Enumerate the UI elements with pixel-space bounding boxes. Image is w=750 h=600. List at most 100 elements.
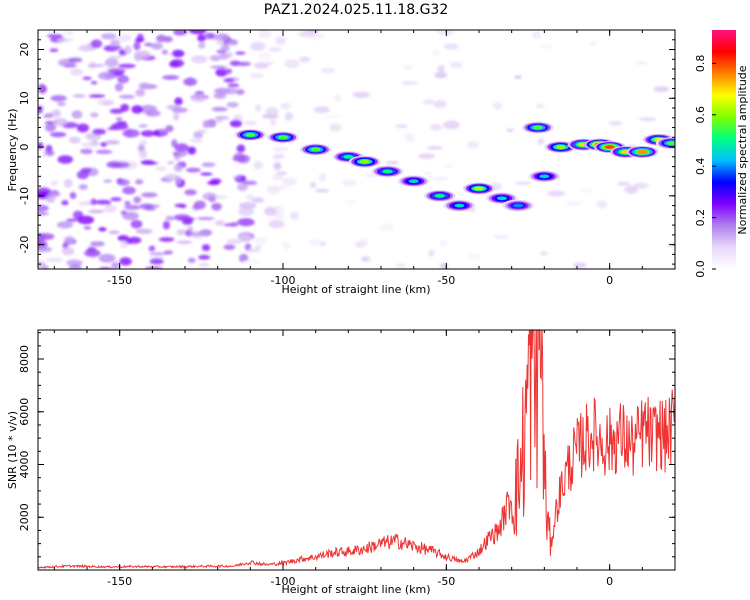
colorbar-tick-label: 0.4 — [694, 157, 707, 175]
colorbar-tick-label: 0.6 — [694, 106, 707, 124]
noise-blob — [92, 128, 106, 135]
noise-blob — [197, 34, 206, 42]
noise-blob — [532, 31, 542, 40]
noise-blob — [309, 181, 317, 188]
noise-blob — [130, 219, 143, 229]
noise-blob — [213, 33, 229, 41]
noise-blob — [426, 146, 443, 150]
noise-blob — [187, 257, 196, 263]
noise-blob — [173, 150, 188, 157]
noise-blob — [565, 201, 582, 206]
noise-blob — [76, 123, 90, 133]
noise-blob — [198, 262, 210, 268]
noise-blob — [158, 237, 175, 242]
noise-blob — [108, 230, 120, 235]
noise-blob — [104, 58, 119, 68]
noise-blob — [223, 78, 235, 83]
noise-blob — [272, 146, 289, 152]
noise-blob — [131, 105, 143, 114]
noise-blob — [433, 99, 447, 109]
noise-blob — [289, 211, 299, 220]
noise-blob — [124, 204, 141, 210]
noise-blob — [139, 139, 148, 146]
noise-blob — [262, 113, 279, 119]
noise-blob — [117, 74, 130, 84]
noise-blob — [237, 218, 255, 227]
noise-blob — [188, 231, 205, 237]
noise-blob — [103, 179, 113, 183]
noise-blob — [633, 182, 649, 189]
noise-blob — [109, 108, 124, 114]
noise-blob — [140, 159, 155, 165]
snr-y-tick-label: 2000 — [18, 503, 31, 531]
noise-blob — [428, 249, 435, 257]
noise-blob — [165, 173, 178, 181]
noise-blob — [138, 82, 151, 90]
noise-blob — [69, 68, 84, 76]
noise-blob — [254, 245, 263, 250]
noise-blob — [284, 59, 300, 69]
noise-blob — [238, 202, 257, 210]
noise-blob — [320, 67, 335, 74]
noise-blob — [243, 120, 258, 126]
noise-blob — [117, 63, 136, 69]
ridge-blob — [277, 135, 289, 140]
noise-blob — [324, 115, 342, 119]
noise-blob — [52, 109, 61, 117]
noise-blob — [98, 253, 116, 263]
noise-blob — [236, 61, 252, 66]
noise-blob — [115, 117, 123, 121]
noise-blob — [266, 185, 281, 195]
noise-blob — [174, 143, 189, 152]
ridge-blob — [637, 150, 648, 154]
noise-blob — [110, 45, 123, 50]
noise-blob — [124, 201, 131, 206]
spectrogram-y-tick-label: -20 — [18, 236, 31, 254]
noise-blob — [90, 39, 103, 49]
noise-blob — [429, 123, 443, 131]
ridge-blob — [343, 154, 354, 159]
noise-blob — [535, 103, 545, 109]
noise-blob — [238, 253, 249, 263]
noise-blob — [196, 129, 207, 134]
noise-blob — [423, 171, 433, 176]
noise-blob — [246, 194, 255, 201]
snr-x-tick-label: 0 — [606, 575, 613, 588]
colorbar-tick-label: 0.0 — [694, 260, 707, 278]
ridge-blob — [555, 145, 566, 149]
colorbar-label: Normalized spectral amplitude — [736, 65, 749, 234]
noise-blob — [539, 251, 548, 256]
ridge-blob — [539, 174, 550, 179]
noise-blob — [418, 153, 435, 159]
noise-blob — [173, 30, 188, 36]
noise-blob — [253, 161, 264, 170]
spectrogram-y-tick-label: -10 — [18, 187, 31, 205]
noise-blob — [250, 41, 266, 51]
noise-blob — [155, 165, 167, 172]
noise-blob — [443, 120, 460, 130]
noise-blob — [156, 34, 167, 43]
noise-blob — [202, 192, 217, 201]
noise-blob — [273, 212, 285, 220]
noise-blob — [63, 179, 73, 188]
noise-blob — [57, 155, 74, 164]
noise-blob — [281, 177, 297, 186]
noise-blob — [61, 200, 69, 206]
noise-blob — [223, 223, 237, 227]
noise-blob — [49, 131, 67, 138]
noise-blob — [253, 62, 269, 69]
noise-blob — [111, 261, 120, 269]
colorbar: 0.0 0.2 0.4 0.6 0.8 Normalized spectral ampl… — [694, 30, 749, 278]
noise-blob — [190, 137, 203, 143]
noise-blob — [329, 123, 342, 132]
spectrogram-x-tick-label: -50 — [437, 274, 455, 287]
noise-blob — [204, 32, 215, 40]
noise-blob — [171, 49, 185, 58]
noise-blob — [265, 106, 279, 116]
noise-blob — [41, 153, 48, 158]
noise-blob — [134, 38, 145, 42]
ridge-blob — [604, 145, 615, 149]
noise-blob — [122, 186, 136, 195]
noise-blob — [138, 124, 148, 128]
noise-blob — [254, 104, 262, 113]
